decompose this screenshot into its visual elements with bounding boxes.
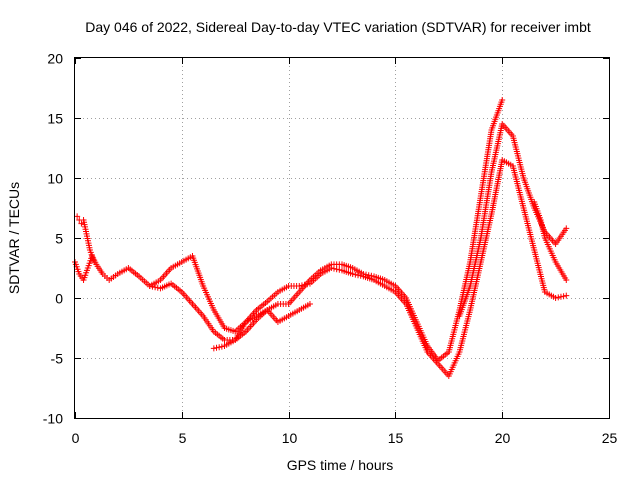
data-point: [357, 272, 364, 279]
data-point: [301, 281, 308, 288]
y-tick-label: 10: [47, 171, 63, 187]
data-point: [218, 343, 225, 350]
data-point: [91, 259, 98, 265]
series-trace-a: [72, 97, 506, 364]
data-point: [78, 220, 85, 227]
data-point: [210, 345, 217, 352]
y-tick-label: -10: [43, 411, 63, 427]
data-point: [298, 282, 305, 289]
x-axis-ticks: 0 5 10 15 20 25: [72, 58, 618, 446]
y-axis-label: SDTVAR / TECUs: [6, 182, 22, 294]
grid-lines: [75, 58, 609, 418]
data-point: [152, 284, 159, 291]
chart-title: Day 046 of 2022, Sidereal Day-to-day VTE…: [85, 19, 591, 35]
y-tick-label: 0: [55, 291, 63, 307]
data-point: [365, 272, 372, 279]
x-tick-label: 0: [72, 430, 80, 446]
data-point: [304, 281, 311, 288]
data-point: [563, 277, 570, 283]
y-axis-ticks: -10 -5 0 5 10 15 20: [43, 51, 609, 427]
series-trace-c: [146, 157, 570, 379]
data-point: [560, 293, 567, 300]
data-point: [355, 272, 362, 279]
x-tick-label: 5: [179, 430, 187, 446]
data-point: [349, 271, 356, 277]
x-axis-label: GPS time / hours: [287, 457, 394, 473]
data-point: [563, 225, 570, 232]
data-point: [216, 344, 223, 351]
x-tick-label: 25: [602, 430, 618, 446]
series-trace-d: [210, 301, 313, 352]
data-point: [213, 344, 220, 351]
data-point: [557, 293, 564, 300]
x-tick-label: 10: [282, 430, 298, 446]
data-point: [306, 301, 313, 307]
data-point: [552, 295, 559, 301]
data-points: [72, 97, 570, 379]
y-tick-label: 15: [47, 111, 63, 127]
data-point: [499, 97, 506, 103]
y-tick-label: -5: [51, 351, 64, 367]
data-point: [555, 294, 562, 301]
data-point: [352, 271, 359, 278]
data-point: [563, 292, 570, 299]
x-tick-label: 20: [495, 430, 511, 446]
x-tick-label: 15: [388, 430, 404, 446]
data-point: [333, 266, 340, 273]
data-point: [330, 265, 337, 272]
data-point: [296, 283, 303, 289]
plot-frame: [74, 57, 610, 419]
y-tick-label: 20: [47, 51, 63, 67]
series-trace-e: [74, 199, 570, 283]
data-point: [328, 265, 335, 271]
data-point: [74, 213, 81, 220]
data-point: [336, 266, 343, 273]
y-tick-label: 5: [55, 231, 63, 247]
series-trace-b: [456, 121, 570, 319]
